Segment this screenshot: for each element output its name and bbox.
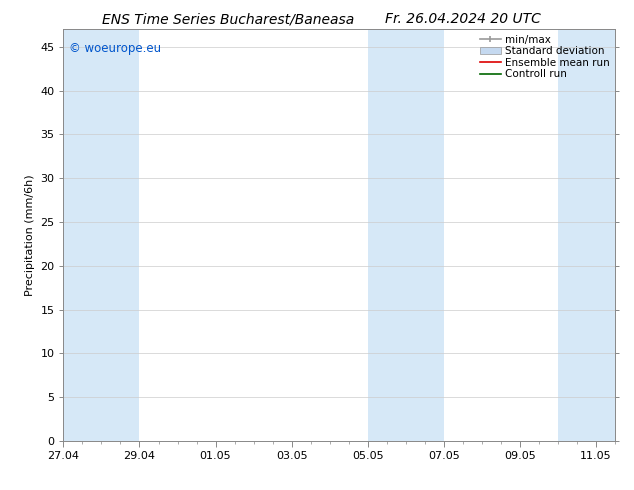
- Bar: [406, 29, 444, 441]
- Y-axis label: Precipitation (mm/6h): Precipitation (mm/6h): [25, 174, 35, 296]
- Bar: [368, 29, 406, 441]
- Text: ENS Time Series Bucharest/Baneasa: ENS Time Series Bucharest/Baneasa: [102, 12, 354, 26]
- Text: © woeurope.eu: © woeurope.eu: [69, 42, 161, 55]
- Bar: [558, 29, 615, 441]
- Bar: [63, 29, 101, 441]
- Legend: min/max, Standard deviation, Ensemble mean run, Controll run: min/max, Standard deviation, Ensemble me…: [478, 32, 612, 81]
- Text: Fr. 26.04.2024 20 UTC: Fr. 26.04.2024 20 UTC: [385, 12, 541, 26]
- Bar: [101, 29, 139, 441]
